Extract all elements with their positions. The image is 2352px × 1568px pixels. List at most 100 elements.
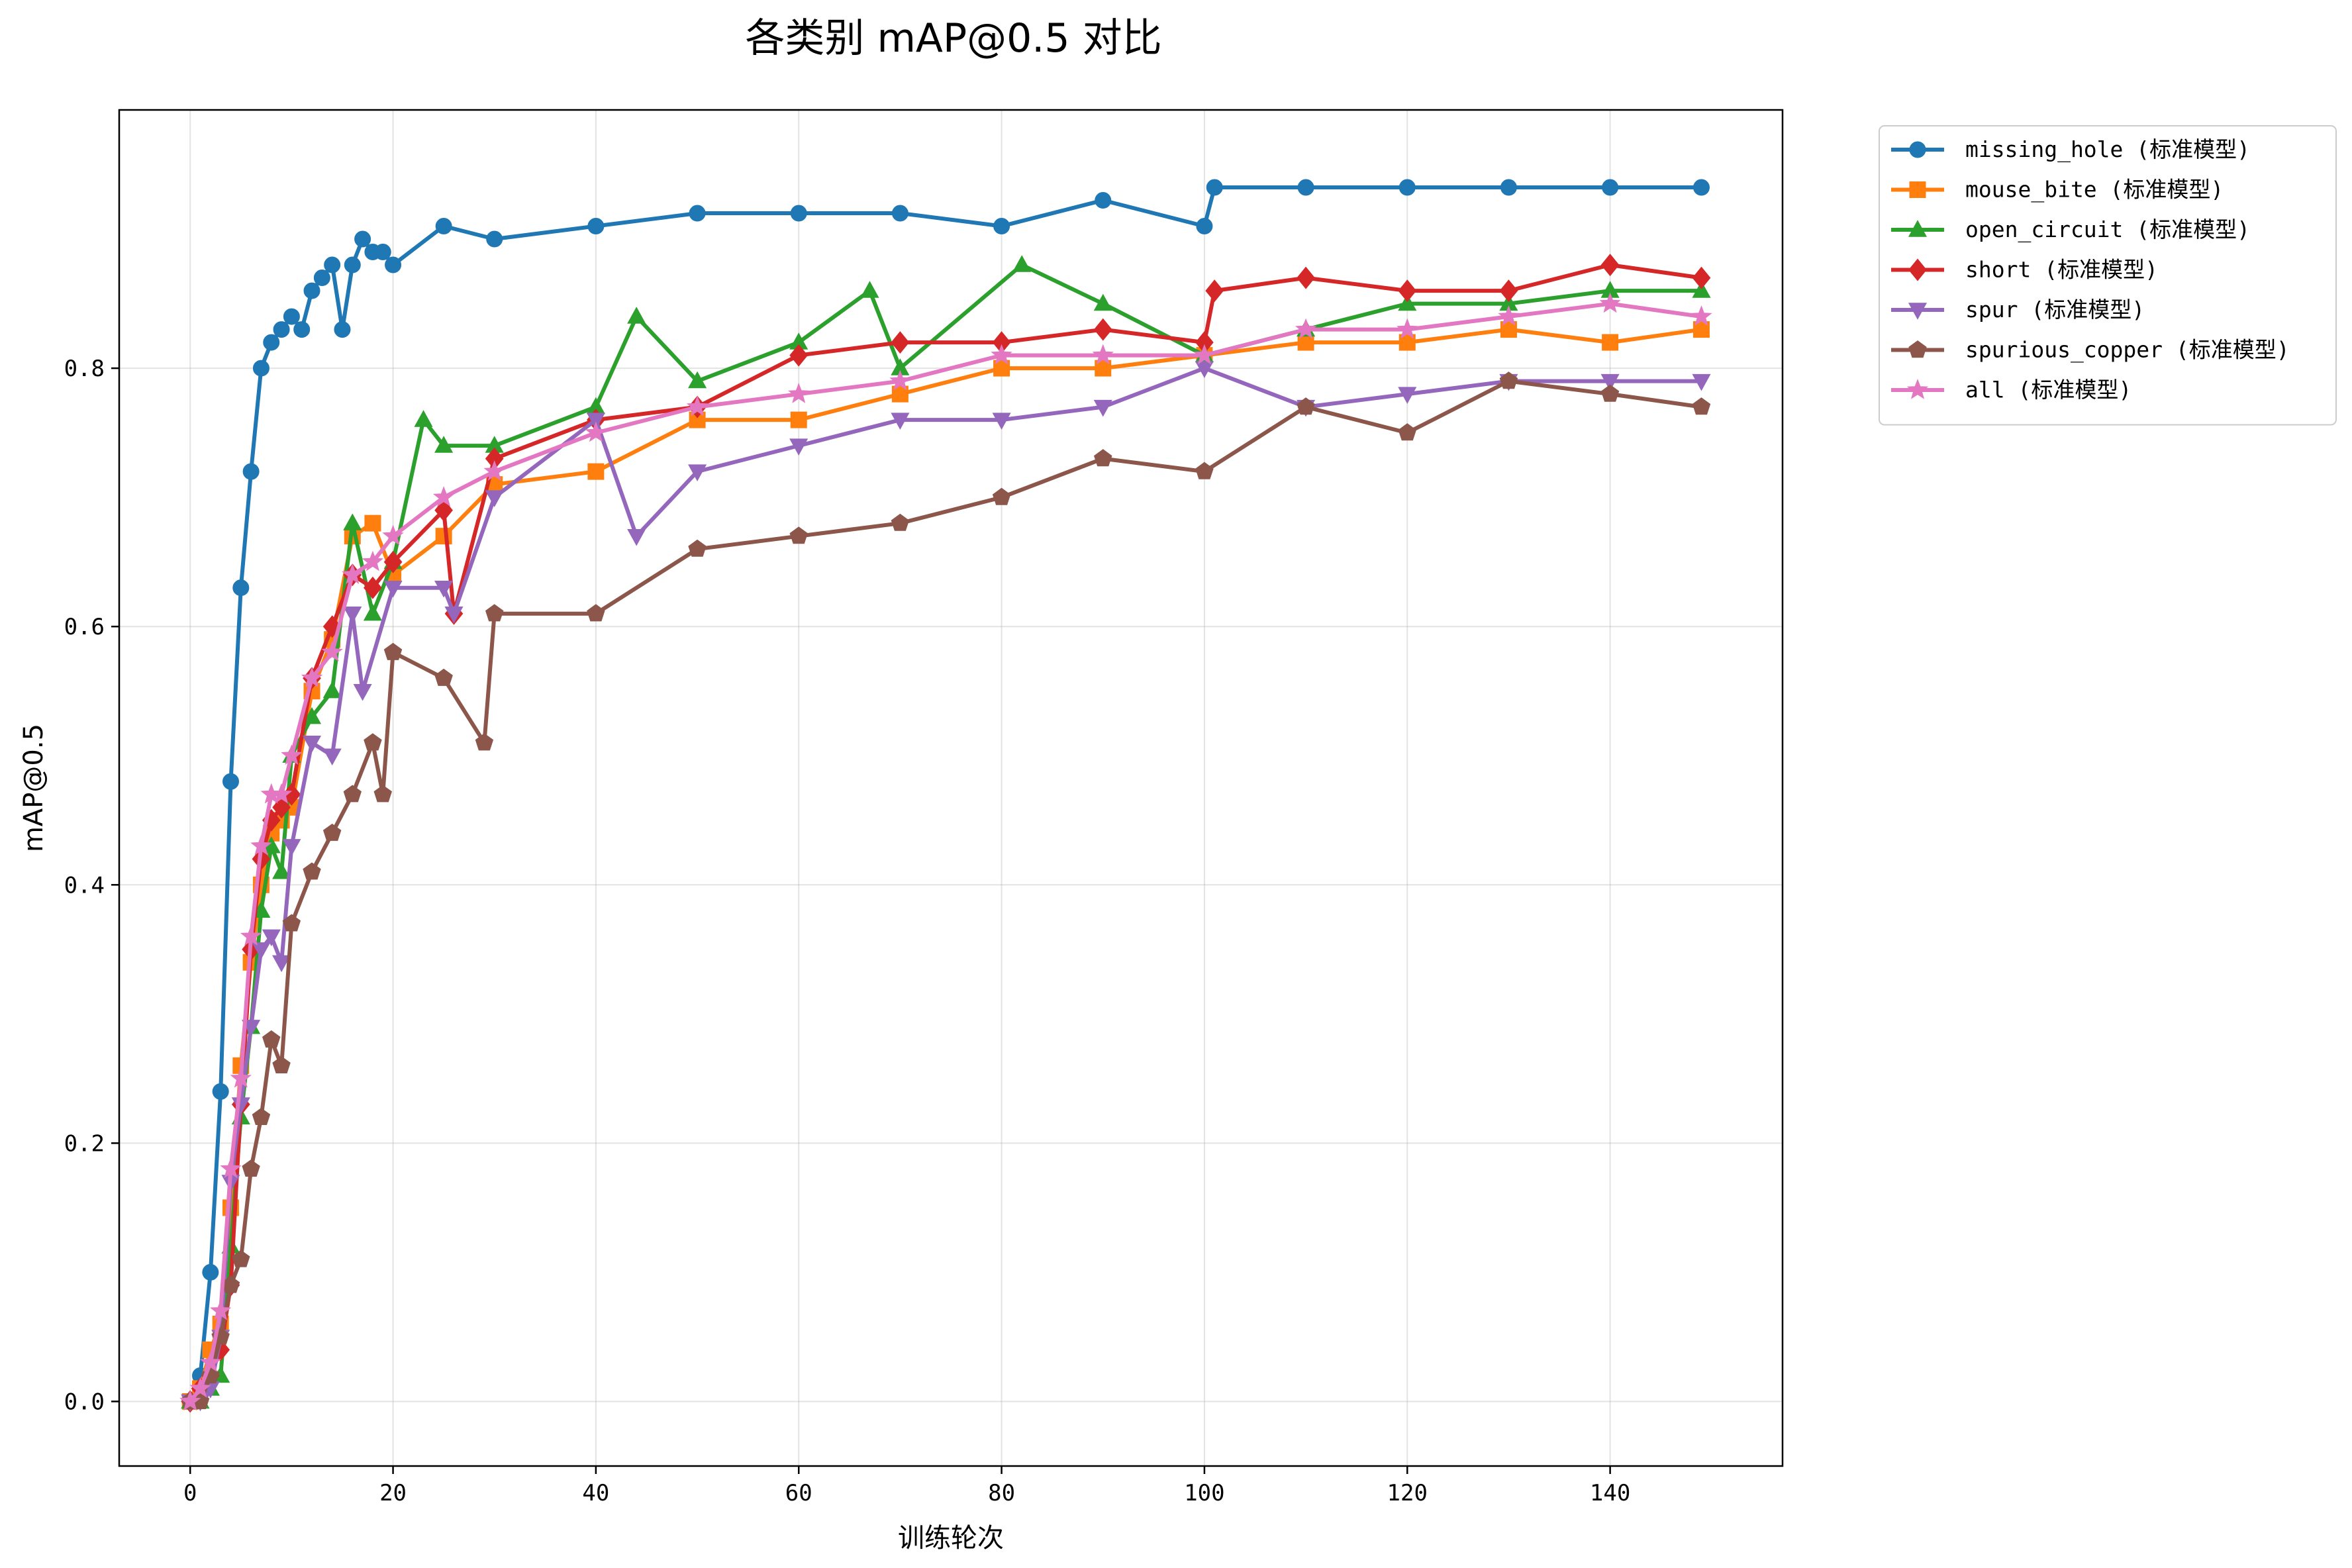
data-point <box>1600 384 1620 402</box>
legend-label: missing_hole (标准模型) <box>1965 136 2250 163</box>
data-point <box>475 733 494 751</box>
data-point <box>363 603 382 621</box>
legend-marker <box>1908 258 1927 281</box>
y-tick-label: 0.2 <box>64 1130 105 1157</box>
legend-frame <box>1879 125 2337 426</box>
data-point <box>321 641 343 662</box>
data-point <box>586 413 605 430</box>
data-point <box>434 668 453 686</box>
data-point <box>282 839 301 856</box>
data-point <box>252 360 270 377</box>
data-point <box>189 1377 211 1398</box>
y-tick-label: 0.6 <box>64 614 105 640</box>
data-point <box>293 321 311 338</box>
legend-marker <box>1908 220 1928 237</box>
data-point <box>1012 255 1032 272</box>
legend-item: mouse_bite (标准模型) <box>1891 177 2224 203</box>
data-point <box>1093 293 1112 311</box>
data-point <box>1396 318 1418 339</box>
legend-label: spur (标准模型) <box>1965 297 2145 322</box>
x-tick-label: 40 <box>582 1480 609 1506</box>
data-point <box>1094 449 1112 467</box>
data-point <box>354 230 371 248</box>
data-point <box>891 331 910 354</box>
x-tick-label: 20 <box>379 1480 407 1506</box>
legend-item: spurious_copper (标准模型) <box>1891 337 2290 364</box>
data-point <box>334 321 351 338</box>
data-point <box>301 667 323 687</box>
data-point <box>1692 373 1711 391</box>
x-axis-label: 训练轮次 <box>898 1523 1004 1553</box>
data-point <box>587 604 605 622</box>
legend-label: open_circuit (标准模型) <box>1965 217 2250 243</box>
x-tick-label: 140 <box>1590 1480 1630 1506</box>
data-point <box>486 230 503 248</box>
data-point <box>444 607 464 624</box>
legend-marker <box>1909 141 1926 158</box>
legend-item: all (标准模型) <box>1891 377 2132 403</box>
data-point <box>1398 387 1417 404</box>
data-point <box>688 539 707 557</box>
data-point <box>1398 293 1417 311</box>
data-point <box>362 550 384 571</box>
data-point <box>992 487 1011 505</box>
series-line <box>190 366 1702 1404</box>
data-point <box>1499 371 1518 389</box>
y-axis-label: mAP@0.5 <box>19 724 49 852</box>
data-point <box>1297 266 1315 289</box>
data-point <box>252 1107 271 1125</box>
data-point <box>1092 344 1114 365</box>
data-point <box>485 490 504 507</box>
legend-label: short (标准模型) <box>1965 257 2158 283</box>
data-point <box>282 914 301 932</box>
data-point <box>343 785 362 803</box>
legend-marker <box>1908 340 1927 358</box>
legend-marker <box>1906 378 1929 399</box>
data-point <box>1692 281 1711 298</box>
data-point <box>364 576 382 599</box>
data-point <box>889 369 911 391</box>
data-point <box>344 256 361 273</box>
data-point <box>220 1157 242 1179</box>
data-point <box>283 308 300 325</box>
data-point <box>1398 423 1416 441</box>
data-point <box>281 744 303 765</box>
data-point <box>1093 399 1112 417</box>
data-point <box>1692 179 1710 196</box>
data-point <box>1690 305 1712 326</box>
data-point <box>250 834 272 856</box>
data-point <box>302 707 322 724</box>
data-point <box>222 773 239 790</box>
data-point <box>891 205 908 222</box>
data-point <box>209 1299 232 1320</box>
data-point <box>272 955 291 973</box>
data-point <box>1205 279 1224 303</box>
series-line <box>190 379 1702 1404</box>
y-tick-label: 0.4 <box>64 872 105 899</box>
ticks: 0 20 40 60 80 100 120 140 0.0 0.2 0.4 0.6 0.8 <box>64 356 1631 1506</box>
data-point <box>1692 397 1711 415</box>
x-tick-label: 80 <box>988 1480 1015 1506</box>
data-point <box>313 270 330 287</box>
data-point <box>270 783 293 804</box>
data-point <box>1297 397 1315 415</box>
data-point <box>688 371 707 389</box>
data-point <box>374 244 391 261</box>
legend-marker <box>1909 181 1926 198</box>
data-point <box>373 785 392 803</box>
data-point <box>414 410 433 427</box>
data-point <box>179 1390 201 1411</box>
data-point <box>383 642 403 660</box>
data-point <box>688 464 707 481</box>
data-point <box>788 383 810 403</box>
data-point <box>342 564 364 584</box>
data-point <box>993 218 1010 235</box>
data-point <box>686 395 709 416</box>
data-point <box>435 218 452 235</box>
data-point <box>262 1030 281 1048</box>
data-point <box>1600 254 1620 277</box>
data-point <box>432 486 455 507</box>
series-layer <box>179 179 1712 1413</box>
series-line <box>188 301 1702 1403</box>
